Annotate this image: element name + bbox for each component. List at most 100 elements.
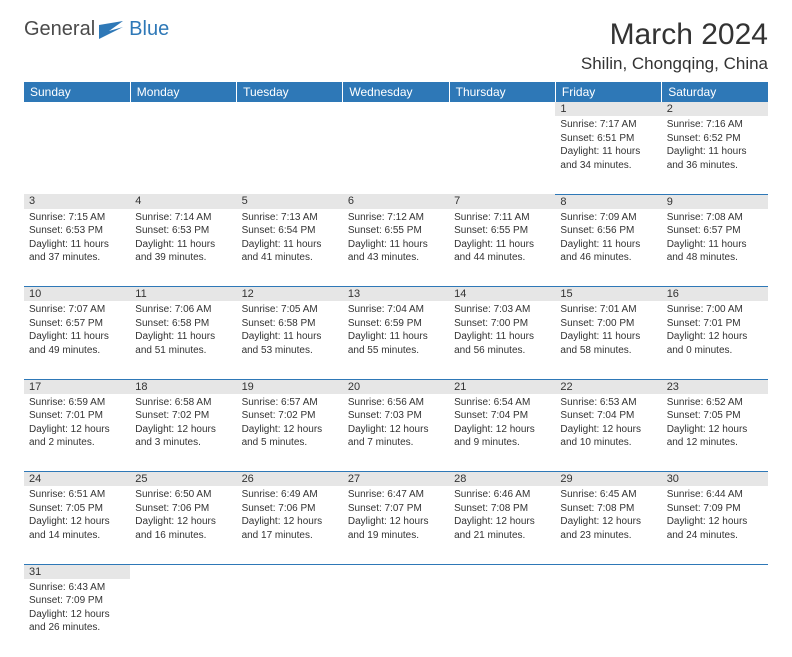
sunrise-text: Sunrise: 7:08 AM	[667, 211, 763, 225]
day-cell	[130, 579, 236, 657]
day-number-cell	[343, 102, 449, 116]
sunset-text: Sunset: 7:00 PM	[454, 317, 550, 331]
day-number-cell: 8	[555, 194, 661, 209]
day-number-row: 10111213141516	[24, 287, 768, 302]
day-cell: Sunrise: 6:46 AMSunset: 7:08 PMDaylight:…	[449, 486, 555, 564]
daylight-text: Daylight: 11 hours and 55 minutes.	[348, 330, 444, 357]
weekday-header: Tuesday	[237, 82, 343, 102]
day-number-cell	[237, 564, 343, 579]
weekday-header: Saturday	[662, 82, 768, 102]
day-cell	[130, 116, 236, 194]
sunrise-text: Sunrise: 7:16 AM	[667, 118, 763, 132]
day-cell	[449, 116, 555, 194]
sunset-text: Sunset: 6:54 PM	[242, 224, 338, 238]
logo-text-2: Blue	[129, 18, 169, 41]
day-cell-body: Sunrise: 7:05 AMSunset: 6:58 PMDaylight:…	[237, 301, 343, 361]
sunset-text: Sunset: 6:59 PM	[348, 317, 444, 331]
day-cell-body: Sunrise: 7:09 AMSunset: 6:56 PMDaylight:…	[555, 209, 661, 269]
daylight-text: Daylight: 12 hours and 24 minutes.	[667, 515, 763, 542]
day-cell-body: Sunrise: 7:08 AMSunset: 6:57 PMDaylight:…	[662, 209, 768, 269]
day-cell-body: Sunrise: 6:51 AMSunset: 7:05 PMDaylight:…	[24, 486, 130, 546]
day-cell: Sunrise: 7:15 AMSunset: 6:53 PMDaylight:…	[24, 209, 130, 287]
sunset-text: Sunset: 6:53 PM	[135, 224, 231, 238]
day-cell-body: Sunrise: 7:00 AMSunset: 7:01 PMDaylight:…	[662, 301, 768, 361]
sunset-text: Sunset: 6:52 PM	[667, 132, 763, 146]
weekday-header: Monday	[130, 82, 236, 102]
day-cell-body: Sunrise: 6:45 AMSunset: 7:08 PMDaylight:…	[555, 486, 661, 546]
daylight-text: Daylight: 11 hours and 49 minutes.	[29, 330, 125, 357]
day-cell: Sunrise: 7:00 AMSunset: 7:01 PMDaylight:…	[662, 301, 768, 379]
sunrise-text: Sunrise: 6:57 AM	[242, 396, 338, 410]
sunrise-text: Sunrise: 6:46 AM	[454, 488, 550, 502]
day-cell-body: Sunrise: 6:58 AMSunset: 7:02 PMDaylight:…	[130, 394, 236, 454]
sunrise-text: Sunrise: 7:03 AM	[454, 303, 550, 317]
day-cell: Sunrise: 6:56 AMSunset: 7:03 PMDaylight:…	[343, 394, 449, 472]
sunrise-text: Sunrise: 7:04 AM	[348, 303, 444, 317]
day-cell: Sunrise: 6:43 AMSunset: 7:09 PMDaylight:…	[24, 579, 130, 657]
day-cell	[662, 579, 768, 657]
day-number-cell: 22	[555, 379, 661, 394]
day-cell-body: Sunrise: 6:44 AMSunset: 7:09 PMDaylight:…	[662, 486, 768, 546]
day-cell-body: Sunrise: 6:50 AMSunset: 7:06 PMDaylight:…	[130, 486, 236, 546]
day-cell: Sunrise: 7:16 AMSunset: 6:52 PMDaylight:…	[662, 116, 768, 194]
sunset-text: Sunset: 7:08 PM	[454, 502, 550, 516]
sunset-text: Sunset: 6:51 PM	[560, 132, 656, 146]
day-body-row: Sunrise: 7:15 AMSunset: 6:53 PMDaylight:…	[24, 209, 768, 287]
daylight-text: Daylight: 12 hours and 0 minutes.	[667, 330, 763, 357]
day-number-cell: 16	[662, 287, 768, 302]
day-cell: Sunrise: 7:12 AMSunset: 6:55 PMDaylight:…	[343, 209, 449, 287]
day-number-cell: 9	[662, 194, 768, 209]
day-number-cell: 24	[24, 472, 130, 487]
day-number-cell: 27	[343, 472, 449, 487]
logo-text-1: General	[24, 18, 95, 41]
day-number-cell: 6	[343, 194, 449, 209]
sunrise-text: Sunrise: 7:17 AM	[560, 118, 656, 132]
day-number-cell: 21	[449, 379, 555, 394]
daylight-text: Daylight: 12 hours and 12 minutes.	[667, 423, 763, 450]
month-title: March 2024	[581, 18, 768, 52]
sunrise-text: Sunrise: 7:11 AM	[454, 211, 550, 225]
sunrise-text: Sunrise: 6:56 AM	[348, 396, 444, 410]
day-number-cell	[449, 564, 555, 579]
daylight-text: Daylight: 11 hours and 51 minutes.	[135, 330, 231, 357]
day-cell: Sunrise: 6:57 AMSunset: 7:02 PMDaylight:…	[237, 394, 343, 472]
title-block: March 2024 Shilin, Chongqing, China	[581, 18, 768, 74]
sunset-text: Sunset: 7:05 PM	[29, 502, 125, 516]
sunset-text: Sunset: 7:01 PM	[29, 409, 125, 423]
daylight-text: Daylight: 11 hours and 56 minutes.	[454, 330, 550, 357]
sunset-text: Sunset: 6:58 PM	[135, 317, 231, 331]
day-cell: Sunrise: 7:06 AMSunset: 6:58 PMDaylight:…	[130, 301, 236, 379]
day-cell: Sunrise: 7:14 AMSunset: 6:53 PMDaylight:…	[130, 209, 236, 287]
day-cell: Sunrise: 6:59 AMSunset: 7:01 PMDaylight:…	[24, 394, 130, 472]
sunset-text: Sunset: 7:09 PM	[667, 502, 763, 516]
sunrise-text: Sunrise: 6:59 AM	[29, 396, 125, 410]
sunset-text: Sunset: 7:06 PM	[135, 502, 231, 516]
day-number-cell: 15	[555, 287, 661, 302]
day-number-cell: 23	[662, 379, 768, 394]
sunset-text: Sunset: 6:55 PM	[348, 224, 444, 238]
sunset-text: Sunset: 7:00 PM	[560, 317, 656, 331]
day-number-cell: 20	[343, 379, 449, 394]
day-cell	[449, 579, 555, 657]
daylight-text: Daylight: 12 hours and 7 minutes.	[348, 423, 444, 450]
sunset-text: Sunset: 6:56 PM	[560, 224, 656, 238]
day-number-row: 17181920212223	[24, 379, 768, 394]
day-body-row: Sunrise: 7:17 AMSunset: 6:51 PMDaylight:…	[24, 116, 768, 194]
sunrise-text: Sunrise: 7:00 AM	[667, 303, 763, 317]
day-cell-body: Sunrise: 7:01 AMSunset: 7:00 PMDaylight:…	[555, 301, 661, 361]
day-body-row: Sunrise: 7:07 AMSunset: 6:57 PMDaylight:…	[24, 301, 768, 379]
sunset-text: Sunset: 7:04 PM	[454, 409, 550, 423]
day-number-cell: 17	[24, 379, 130, 394]
day-cell-body: Sunrise: 7:06 AMSunset: 6:58 PMDaylight:…	[130, 301, 236, 361]
logo: General Blue	[24, 18, 169, 41]
day-cell-body: Sunrise: 7:13 AMSunset: 6:54 PMDaylight:…	[237, 209, 343, 269]
day-number-cell: 29	[555, 472, 661, 487]
day-number-cell: 1	[555, 102, 661, 116]
day-cell: Sunrise: 7:05 AMSunset: 6:58 PMDaylight:…	[237, 301, 343, 379]
sunrise-text: Sunrise: 7:09 AM	[560, 211, 656, 225]
day-number-cell: 5	[237, 194, 343, 209]
daylight-text: Daylight: 12 hours and 3 minutes.	[135, 423, 231, 450]
day-number-cell: 13	[343, 287, 449, 302]
day-number-cell: 2	[662, 102, 768, 116]
day-cell: Sunrise: 6:47 AMSunset: 7:07 PMDaylight:…	[343, 486, 449, 564]
